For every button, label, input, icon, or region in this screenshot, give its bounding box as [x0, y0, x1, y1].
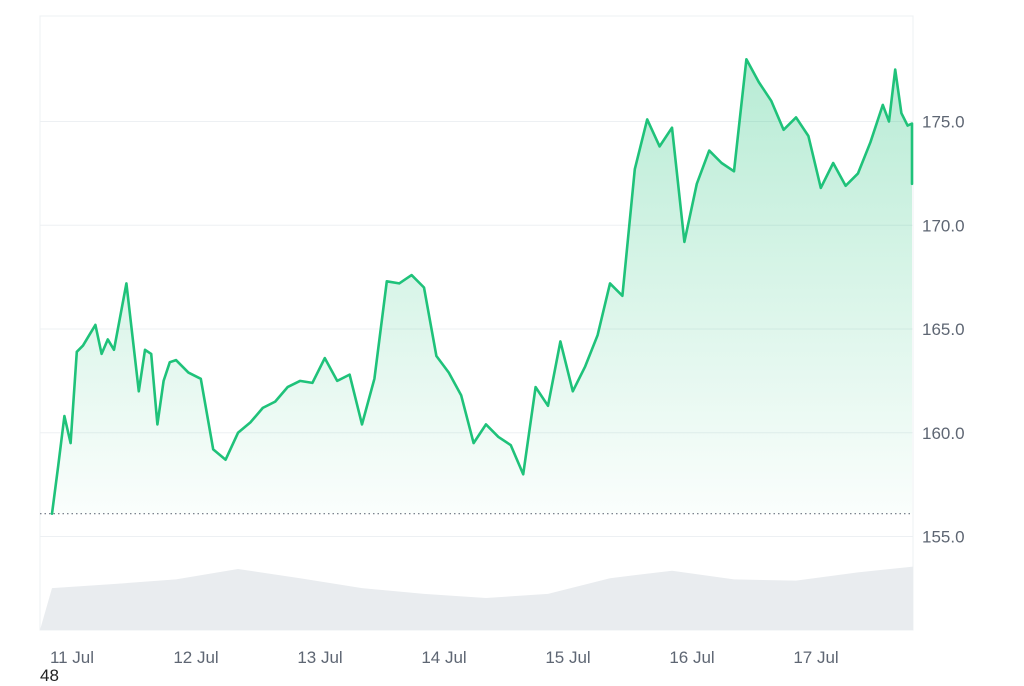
y-tick-label: 160.0: [922, 424, 965, 443]
x-tick-label: 12 Jul: [173, 648, 218, 667]
volume-shape: [40, 566, 913, 630]
price-series-line: [50, 58, 914, 515]
y-tick-label: 155.0: [922, 528, 965, 547]
x-tick-label: 17 Jul: [793, 648, 838, 667]
x-tick-label: 14 Jul: [421, 648, 466, 667]
x-tick-label: 15 Jul: [545, 648, 590, 667]
x-tick-label: 13 Jul: [297, 648, 342, 667]
x-axis: 11 Jul 12 Jul 13 Jul 14 Jul 15 Jul 16 Jul 17 J…: [50, 648, 839, 667]
x-tick-label: 11 Jul: [50, 648, 94, 667]
y-axis: 155.0 160.0 165.0 170.0 175.0: [922, 113, 965, 547]
price-line: [50, 58, 914, 515]
x-tick-label: 16 Jul: [669, 648, 714, 667]
footer-label: 48: [40, 666, 59, 685]
volume-area: [40, 566, 913, 630]
y-tick-label: 170.0: [922, 216, 965, 235]
y-tick-label: 175.0: [922, 113, 965, 132]
price-area-fill: [52, 59, 912, 514]
price-area: [52, 59, 912, 514]
y-tick-label: 165.0: [922, 320, 965, 339]
